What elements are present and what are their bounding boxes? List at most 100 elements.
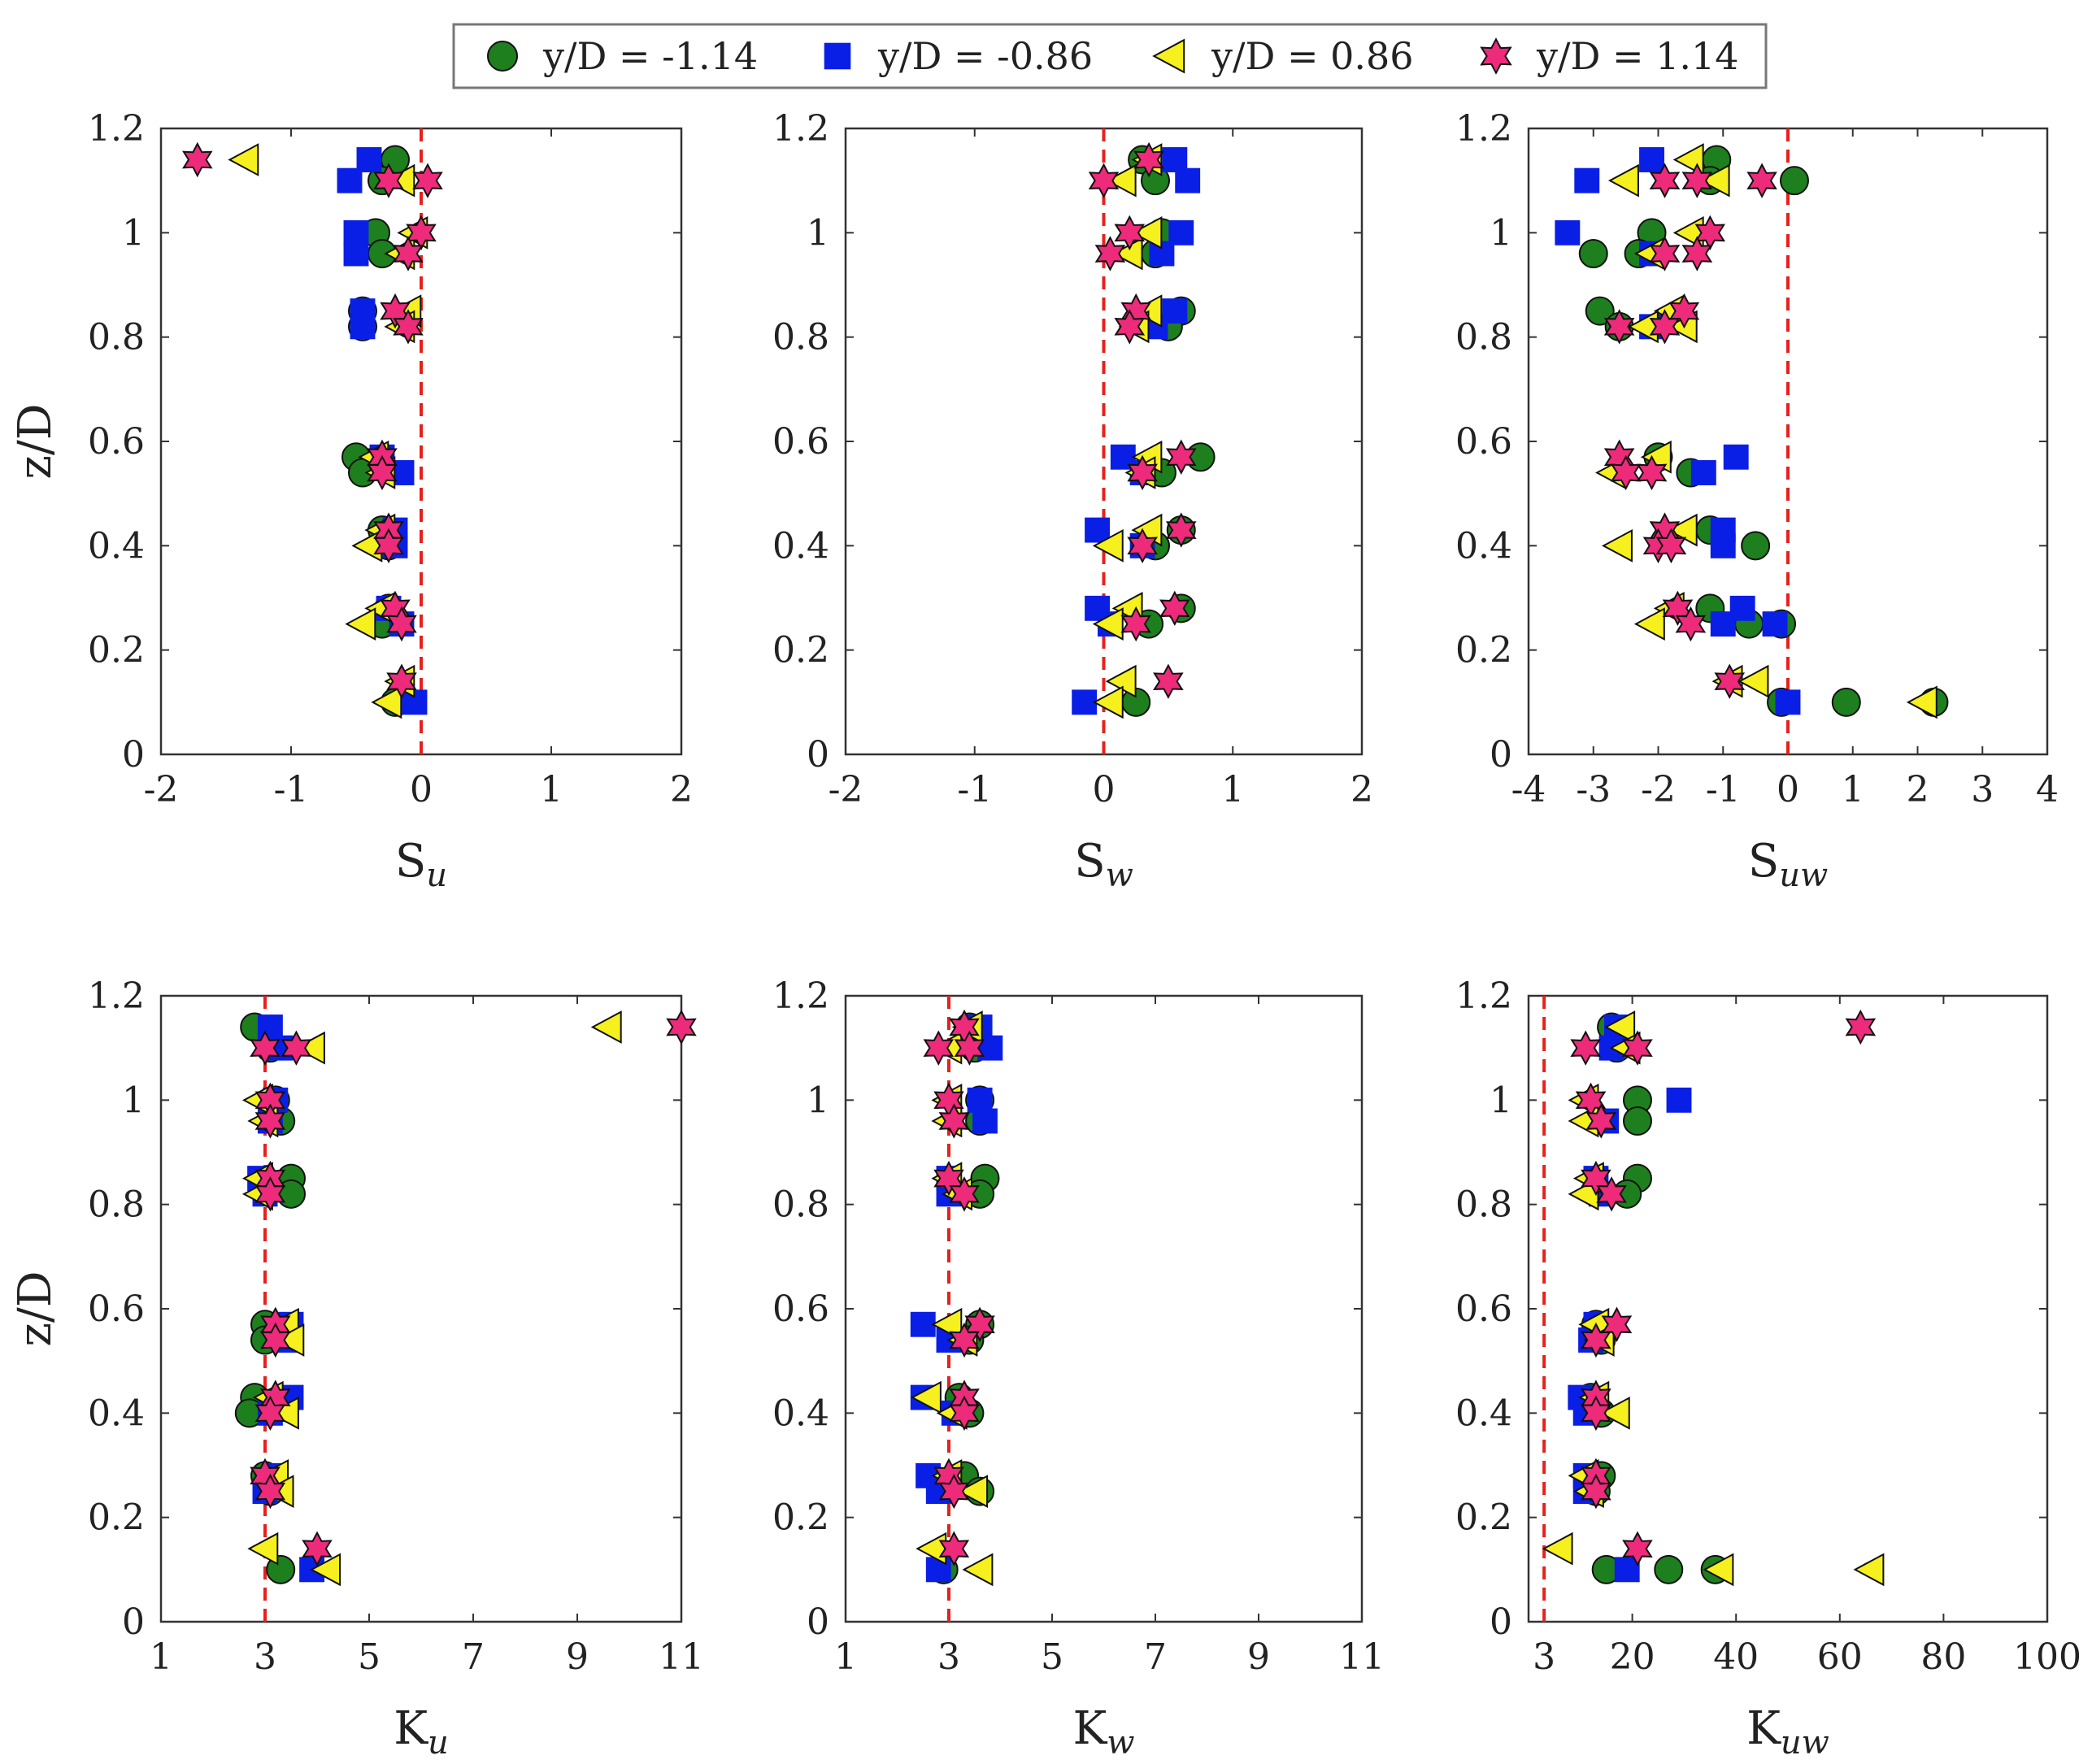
y-tick-label: 1.2 bbox=[88, 975, 145, 1017]
data-point bbox=[406, 215, 437, 251]
data-point bbox=[1085, 517, 1111, 543]
data-point bbox=[1845, 1009, 1877, 1045]
x-tick-label: 2 bbox=[1907, 769, 1929, 810]
x-tick-label: 3 bbox=[254, 1636, 276, 1678]
x-tick-label: 0 bbox=[410, 769, 433, 810]
data-point bbox=[254, 1395, 286, 1432]
data-point bbox=[1585, 1103, 1617, 1139]
data-point bbox=[1710, 611, 1736, 637]
data-point bbox=[925, 1557, 951, 1583]
plot-frame bbox=[1527, 127, 2049, 756]
x-tick-label: 3 bbox=[1971, 769, 1994, 810]
data-point bbox=[343, 219, 369, 245]
data-point bbox=[1681, 236, 1713, 272]
data-point bbox=[254, 1176, 286, 1212]
legend: y/D = -1.14 y/D = -0.86 y/D = 0.86 y/D = 1.… bbox=[452, 23, 1768, 89]
y-tick-label: 0.2 bbox=[88, 1497, 145, 1539]
data-point bbox=[962, 1553, 994, 1587]
data-point bbox=[254, 1473, 286, 1510]
data-point bbox=[938, 1473, 970, 1510]
data-point bbox=[1092, 685, 1124, 719]
chart-Su: -2 -1 0 1 2 0 0.2 0.4 0.6 0.8 1 1.2 Su z/D bbox=[9, 108, 693, 894]
y-tick-label: 0.4 bbox=[772, 1393, 829, 1434]
data-point bbox=[393, 309, 424, 345]
data-point bbox=[1127, 528, 1158, 564]
x-tick-label: 3 bbox=[937, 1636, 960, 1678]
data-point bbox=[1666, 1087, 1692, 1113]
data-point bbox=[1762, 611, 1788, 637]
data-point bbox=[412, 163, 443, 198]
data-point bbox=[1746, 163, 1777, 198]
x-axis-label-sub: u bbox=[426, 857, 447, 894]
data-point bbox=[310, 1553, 341, 1587]
x-axis-label: Sw bbox=[1074, 835, 1133, 894]
data-point bbox=[1581, 1395, 1611, 1432]
data-point bbox=[1610, 454, 1642, 491]
data-point bbox=[1094, 236, 1126, 272]
data-point bbox=[337, 167, 363, 193]
y-tick-label: 0.6 bbox=[772, 421, 829, 463]
data-point bbox=[1088, 163, 1120, 198]
data-point bbox=[371, 685, 402, 719]
series-4 bbox=[923, 1009, 995, 1566]
y-tick-label: 0.8 bbox=[88, 1184, 145, 1226]
data-point bbox=[1114, 215, 1146, 251]
x-tick-label: 1 bbox=[540, 769, 563, 810]
data-point bbox=[957, 1475, 989, 1508]
x-tick-label: -1 bbox=[1706, 769, 1741, 810]
x-axis-label-sub: w bbox=[1107, 1724, 1134, 1762]
series-4 bbox=[1088, 141, 1197, 699]
y-tick-label: 0.6 bbox=[88, 1288, 145, 1330]
x-tick-label: 2 bbox=[1350, 769, 1373, 810]
data-point bbox=[1162, 298, 1188, 324]
legend-label: y/D = -1.14 bbox=[542, 34, 758, 78]
y-tick-label: 0.2 bbox=[1455, 1497, 1512, 1539]
data-point bbox=[949, 1395, 980, 1432]
y-tick-label: 1 bbox=[122, 1080, 145, 1121]
plot-frame bbox=[844, 994, 1363, 1623]
data-point bbox=[1114, 309, 1146, 345]
y-tick-label: 0.8 bbox=[772, 317, 829, 358]
data-point bbox=[1694, 215, 1726, 251]
data-point bbox=[356, 147, 382, 172]
legend-box bbox=[452, 23, 1768, 89]
legend-label: y/D = 1.14 bbox=[1536, 34, 1739, 78]
legend-label: y/D = -0.86 bbox=[877, 34, 1093, 78]
data-point bbox=[1853, 1553, 1885, 1587]
data-point bbox=[350, 314, 376, 340]
data-point bbox=[1581, 1160, 1611, 1197]
y-tick-label: 0.8 bbox=[88, 317, 145, 358]
data-point bbox=[1681, 163, 1713, 198]
y-tick-label: 0 bbox=[807, 734, 829, 776]
data-point bbox=[1162, 147, 1188, 172]
x-tick-label: 0 bbox=[1777, 769, 1799, 810]
data-point bbox=[1622, 1531, 1653, 1566]
data-point bbox=[1738, 664, 1769, 698]
y-tick-label: 1.2 bbox=[772, 108, 829, 150]
y-tick-label: 1 bbox=[807, 212, 829, 254]
y-tick-label: 1 bbox=[122, 212, 145, 254]
y-tick-label: 0.8 bbox=[1455, 1184, 1512, 1226]
data-point bbox=[938, 1531, 970, 1566]
data-point bbox=[1120, 606, 1151, 642]
data-point bbox=[1662, 590, 1694, 627]
x-tick-label: 11 bbox=[659, 1636, 704, 1678]
data-point bbox=[386, 663, 417, 699]
y-tick-label: 0.4 bbox=[88, 525, 145, 567]
x-tick-label: 9 bbox=[566, 1636, 589, 1678]
series-4 bbox=[250, 1009, 697, 1566]
data-point bbox=[1639, 147, 1664, 172]
data-point bbox=[254, 1103, 286, 1139]
data-point bbox=[373, 163, 404, 198]
data-point bbox=[590, 1010, 622, 1044]
y-tick-label: 1.2 bbox=[772, 975, 829, 1017]
data-point bbox=[1698, 163, 1730, 198]
data-point bbox=[1153, 663, 1184, 699]
data-point bbox=[1168, 219, 1194, 245]
x-axis-label-sub: u bbox=[428, 1724, 449, 1762]
data-point bbox=[933, 1160, 964, 1197]
data-point bbox=[1072, 689, 1098, 715]
x-axis-label-main: S bbox=[1074, 835, 1105, 888]
